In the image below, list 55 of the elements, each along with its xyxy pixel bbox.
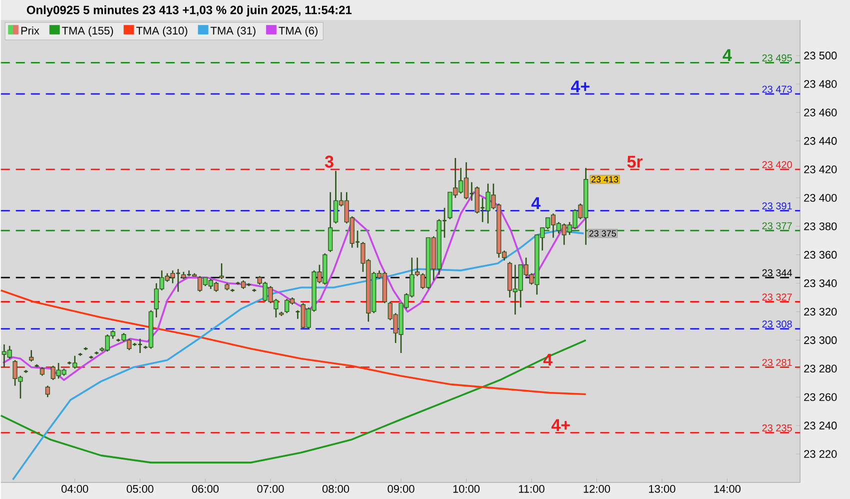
y-tick-label: 23 400	[804, 194, 837, 202]
x-tick-label: 09:00	[388, 484, 414, 493]
y-tick-label: 23 340	[804, 279, 837, 287]
legend-label: TMA (6)	[278, 26, 318, 36]
chart-title: Only0925 5 minutes 23 413 +1,03 % 20 juin 2025, 11:54:21	[26, 5, 352, 16]
y-tick-label: 23 360	[804, 250, 837, 258]
y-tick-label: 23 380	[804, 222, 837, 230]
x-tick-label: 11:00	[518, 484, 544, 493]
x-tick-label: 08:00	[322, 484, 350, 493]
legend-label: Prix	[21, 26, 40, 34]
legend-label: TMA (310)	[136, 26, 188, 36]
y-tick-label: 23 260	[804, 392, 837, 401]
line-series	[0, 289, 587, 395]
annotation: 4	[722, 49, 732, 61]
ref-line-label: 23 377	[762, 222, 792, 230]
legend-label: TMA (155)	[62, 26, 113, 36]
ref-line-label: 23 473	[762, 85, 792, 93]
ref-line-label: 23 391	[762, 202, 792, 210]
annotation: 3	[324, 155, 334, 168]
annotation: 4	[531, 197, 540, 209]
x-tick-label: 04:00	[62, 484, 88, 493]
ref-line-label: 23 281	[762, 358, 792, 366]
x-tick-label: 14:00	[714, 484, 741, 493]
candlestick	[219, 262, 224, 280]
ref-line-label: 23 344	[762, 269, 792, 276]
y-tick-label: 23 240	[804, 421, 837, 430]
x-tick-label: 10:00	[453, 484, 480, 493]
y-tick-label: 23 460	[804, 108, 837, 116]
y-tick-label: 23 280	[804, 364, 837, 372]
y-tick-label: 23 300	[804, 336, 837, 344]
ref-line-label: 23 495	[762, 54, 792, 62]
y-tick-label: 23 320	[804, 308, 837, 316]
legend-label: TMA (31)	[210, 26, 256, 36]
annotation: 23 375	[589, 230, 616, 236]
y-tick-label: 23 220	[804, 450, 837, 458]
annotation: 5r	[627, 156, 643, 168]
x-tick-label: 07:00	[257, 484, 284, 493]
annotation: 4+	[571, 80, 590, 92]
ref-line-label: 23 327	[762, 293, 792, 300]
x-tick-label: 13:00	[649, 484, 676, 493]
y-tick-label: 23 440	[804, 136, 837, 145]
candlestick	[45, 384, 50, 398]
ref-line-label: 23 235	[762, 424, 792, 432]
x-tick-label: 06:00	[192, 484, 219, 493]
candlestick	[328, 191, 333, 252]
x-tick-label: 12:00	[584, 484, 610, 493]
candlestick	[29, 349, 34, 362]
y-tick-label: 23 420	[804, 165, 837, 174]
y-tick-label: 23 500	[804, 51, 837, 60]
ref-line-label: 23 308	[762, 320, 792, 328]
y-tick-label: 23 480	[804, 80, 837, 88]
annotation: 23 413	[592, 176, 618, 182]
ref-line-label: 23 420	[762, 160, 792, 168]
x-tick-label: 05:00	[126, 484, 154, 493]
annotation: 4+	[551, 419, 570, 431]
